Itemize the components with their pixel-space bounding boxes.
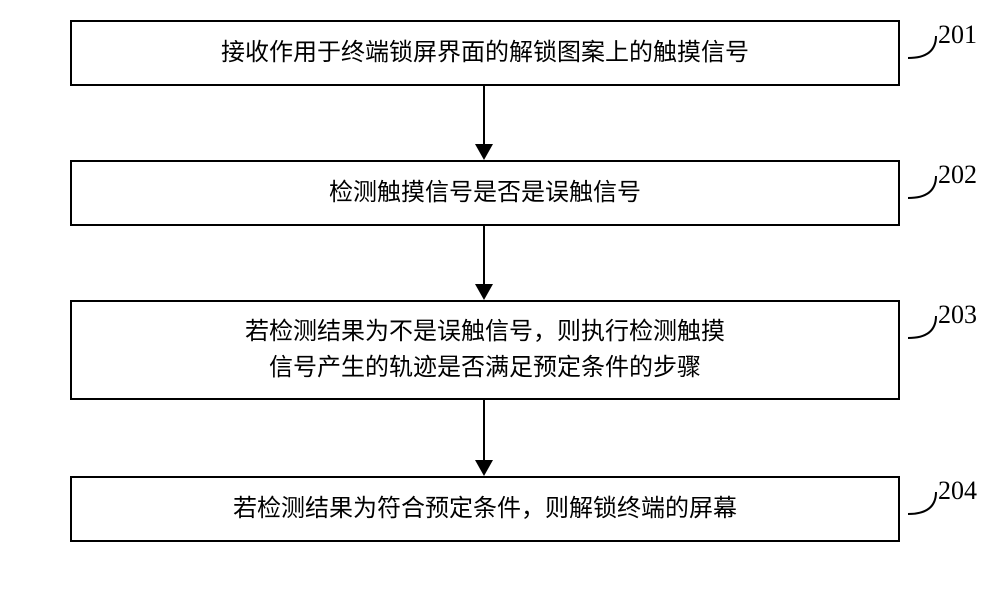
flow-arrow-head <box>475 144 493 160</box>
flow-step-label-3: 203 <box>938 300 977 330</box>
flow-arrow-line <box>483 400 485 460</box>
flow-step-3: 若检测结果为不是误触信号，则执行检测触摸 信号产生的轨迹是否满足预定条件的步骤 <box>70 300 900 400</box>
flow-step-label-1: 201 <box>938 20 977 50</box>
flow-arrow-head <box>475 460 493 476</box>
flow-step-4: 若检测结果为符合预定条件，则解锁终端的屏幕 <box>70 476 900 542</box>
flow-step-label-2: 202 <box>938 160 977 190</box>
flow-arrow-line <box>483 226 485 284</box>
flow-step-text: 接收作用于终端锁屏界面的解锁图案上的触摸信号 <box>221 35 749 71</box>
flow-step-2: 检测触摸信号是否是误触信号 <box>70 160 900 226</box>
label-connector <box>906 34 938 60</box>
flow-arrow-head <box>475 284 493 300</box>
flow-step-text: 检测触摸信号是否是误触信号 <box>329 175 641 211</box>
flow-step-text: 若检测结果为符合预定条件，则解锁终端的屏幕 <box>233 491 737 527</box>
label-connector <box>906 490 938 516</box>
flow-arrow-line <box>483 86 485 144</box>
flow-step-label-4: 204 <box>938 476 977 506</box>
flow-step-text: 若检测结果为不是误触信号，则执行检测触摸 信号产生的轨迹是否满足预定条件的步骤 <box>245 314 725 386</box>
flowchart-canvas: 接收作用于终端锁屏界面的解锁图案上的触摸信号 201 检测触摸信号是否是误触信号 20… <box>0 0 1000 593</box>
flow-step-1: 接收作用于终端锁屏界面的解锁图案上的触摸信号 <box>70 20 900 86</box>
label-connector <box>906 174 938 200</box>
label-connector <box>906 314 938 340</box>
